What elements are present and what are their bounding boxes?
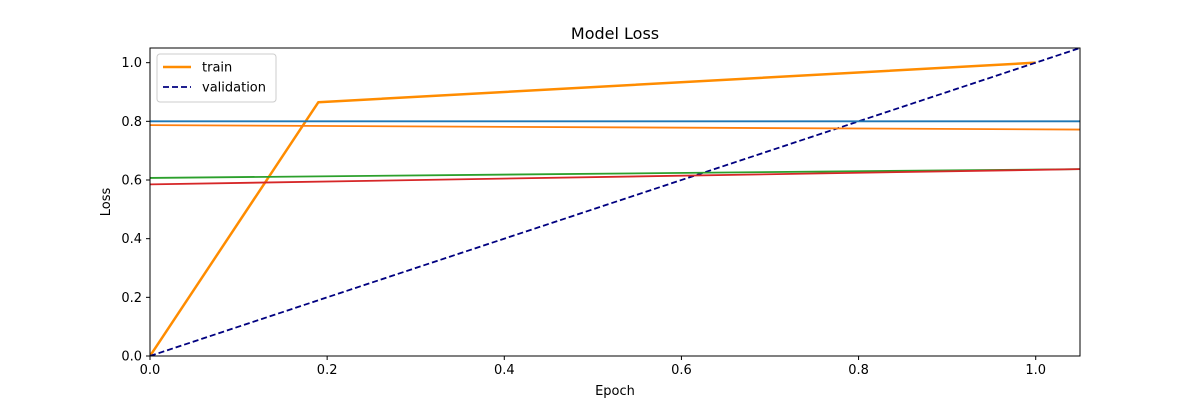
y-tick-label: 0.8 xyxy=(121,115,142,130)
x-axis-label: Epoch xyxy=(595,384,635,399)
x-tick-label: 0.2 xyxy=(317,363,338,378)
y-tick-label: 1.0 xyxy=(121,56,142,71)
series-line-validation xyxy=(150,48,1080,356)
plot-frame xyxy=(149,47,1081,357)
series-line-series-5 xyxy=(150,168,1080,179)
x-tick-label: 0.6 xyxy=(671,363,692,378)
chart-title: Model Loss xyxy=(571,24,659,43)
y-axis-label: Loss xyxy=(99,188,114,217)
legend: train validation xyxy=(156,53,277,103)
series-line-series-6 xyxy=(150,168,1080,186)
series-layer xyxy=(150,48,1080,356)
series-line-series-4 xyxy=(150,124,1080,131)
x-tick-label: 0.8 xyxy=(848,363,869,378)
x-tick-label: 1.0 xyxy=(1025,363,1046,378)
y-axis-ticks: 0.0 0.2 0.4 0.6 0.8 1.0 xyxy=(121,56,150,365)
y-tick-label: 0.2 xyxy=(121,291,142,306)
y-tick-label: 0.0 xyxy=(121,350,142,365)
x-axis-ticks: 0.0 0.2 0.4 0.6 0.8 1.0 xyxy=(140,356,1046,378)
x-tick-label: 0.4 xyxy=(494,363,515,378)
y-tick-label: 0.6 xyxy=(121,174,142,189)
series-line-train xyxy=(150,61,1036,356)
y-tick-label: 0.4 xyxy=(121,232,142,247)
x-tick-label: 0.0 xyxy=(140,363,161,378)
legend-label-validation: validation xyxy=(202,81,266,96)
legend-label-train: train xyxy=(202,61,232,76)
